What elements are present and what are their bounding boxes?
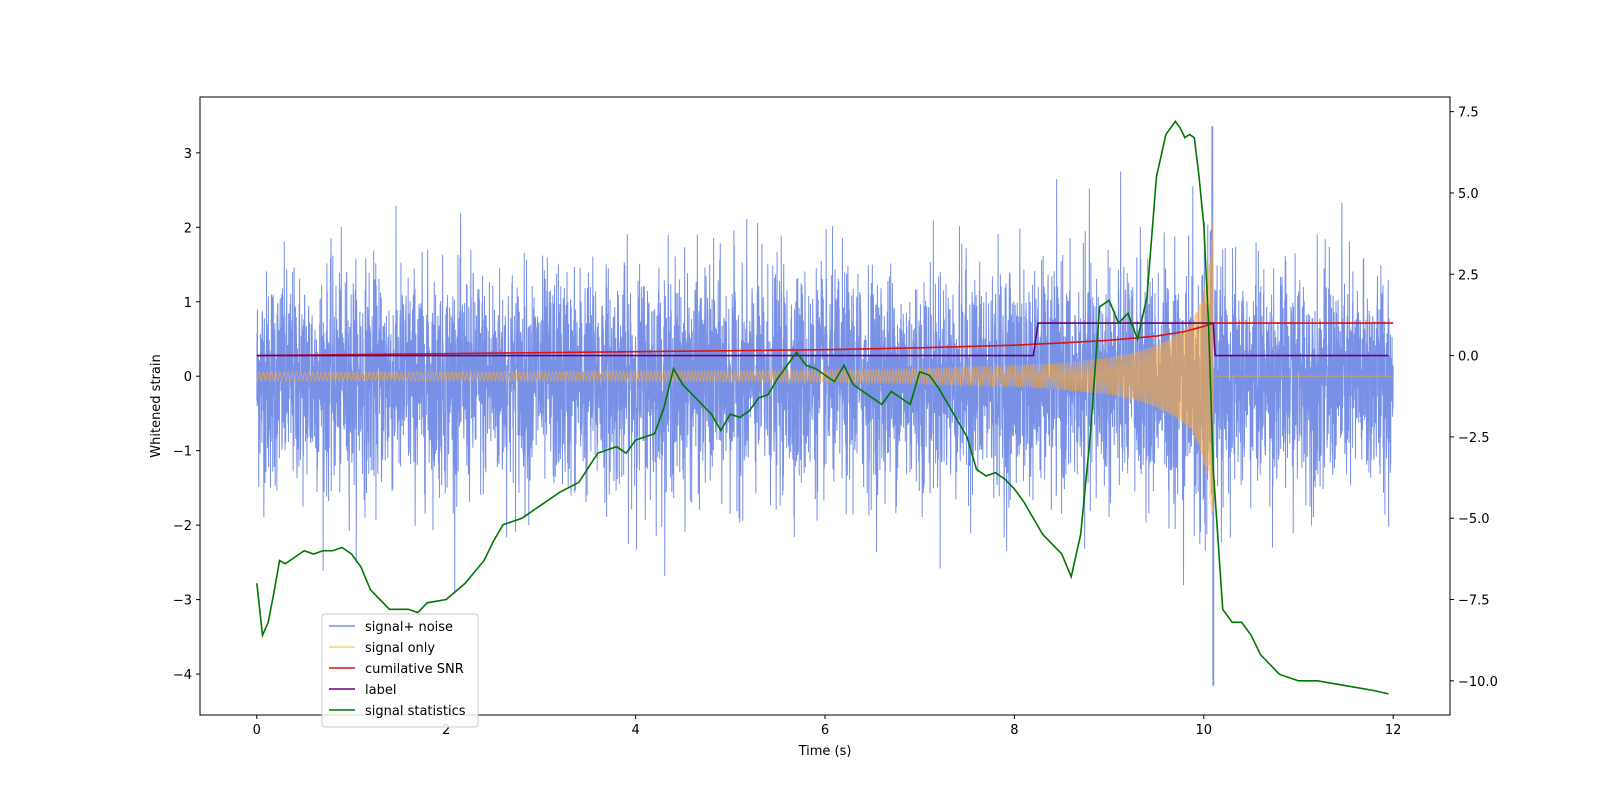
series-right-axis xyxy=(256,120,1394,695)
y2-tick-label: −7.5 xyxy=(1458,594,1490,609)
x-tick-label: 2 xyxy=(442,723,450,738)
x-tick-label: 10 xyxy=(1196,723,1213,738)
y2-tick-label: 0.0 xyxy=(1458,350,1479,365)
y2-tick-label: −2.5 xyxy=(1458,431,1490,446)
x-axis-label: Time (s) xyxy=(798,744,852,759)
x-tick-label: 12 xyxy=(1385,723,1402,738)
y-tick-label: 3 xyxy=(184,147,192,162)
y2-tick-label: 7.5 xyxy=(1458,106,1479,121)
y2-tick-label: −10.0 xyxy=(1458,675,1498,690)
signal-only-line xyxy=(256,219,1394,515)
legend-label: signal+ noise xyxy=(365,620,453,635)
x-tick-label: 4 xyxy=(631,723,639,738)
series-signal-noise xyxy=(256,126,1394,686)
y-axis-left: 3 2 1 0 −1 −2 −3 −4 xyxy=(173,147,200,683)
y2-tick-label: 5.0 xyxy=(1458,187,1479,202)
legend-label: signal statistics xyxy=(365,704,466,719)
y-tick-label: 1 xyxy=(184,296,192,311)
legend: signal+ noise signal only cumilative SNR la… xyxy=(321,613,479,728)
plot-area xyxy=(256,120,1394,695)
legend-label: label xyxy=(365,683,396,698)
y2-tick-label: 2.5 xyxy=(1458,268,1479,283)
y-tick-label: −1 xyxy=(173,445,192,460)
y-tick-label: 0 xyxy=(184,370,192,385)
legend-label: cumilative SNR xyxy=(365,662,464,677)
y-axis-label: Whitened strain xyxy=(149,354,164,457)
y-tick-label: 2 xyxy=(184,221,192,236)
legend-label: signal only xyxy=(365,641,435,656)
snr-line xyxy=(256,322,1394,357)
x-tick-label: 0 xyxy=(253,723,261,738)
series-signal-only xyxy=(256,219,1394,515)
y-tick-label: −4 xyxy=(173,668,192,683)
signal-noise-line xyxy=(256,126,1394,686)
y-axis-right: 7.5 5.0 2.5 0.0 −2.5 −5.0 −7.5 −10.0 xyxy=(1450,106,1498,690)
label-line xyxy=(256,322,1389,357)
signal-statistics-line xyxy=(256,120,1389,695)
x-tick-label: 8 xyxy=(1010,723,1018,738)
legend-box xyxy=(321,613,479,728)
y-tick-label: −2 xyxy=(173,519,192,534)
x-tick-label: 6 xyxy=(821,723,829,738)
y-tick-label: −3 xyxy=(173,594,192,609)
y2-tick-label: −5.0 xyxy=(1458,512,1490,527)
